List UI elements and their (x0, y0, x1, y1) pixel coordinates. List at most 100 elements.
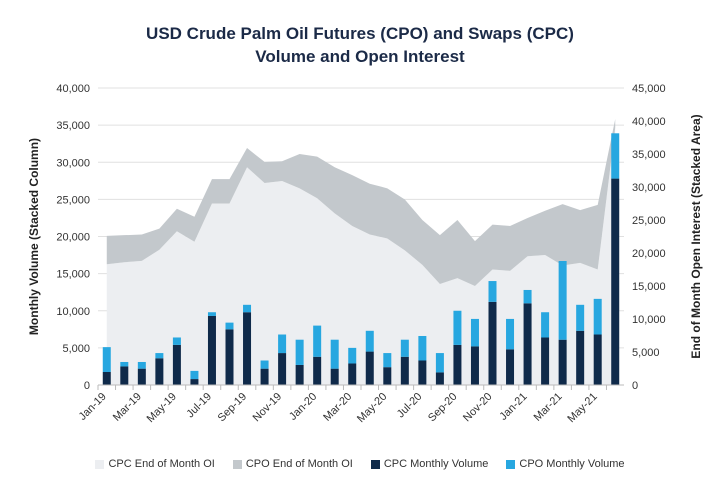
bar-cpo-volume (383, 353, 392, 368)
bar-cpo-volume (611, 133, 620, 179)
legend: CPC End of Month OI CPO End of Month OI CP… (0, 458, 720, 470)
bar-cpc-volume (523, 303, 532, 385)
x-tick-label: Mar-21 (532, 391, 565, 424)
legend-swatch (232, 459, 242, 469)
bar-cpc-volume (435, 372, 444, 385)
bar-cpo-volume (593, 298, 602, 335)
y-tick-label: 40,000 (56, 83, 90, 95)
bar-cpo-volume (155, 353, 164, 359)
bar-cpo-volume (260, 360, 269, 369)
bar-cpo-volume (488, 281, 497, 302)
bar-cpc-volume (102, 372, 111, 385)
x-tick-label: Sep-19 (216, 391, 250, 425)
legend-label: CPO Monthly Volume (519, 458, 625, 470)
y-tick-label: 10,000 (56, 306, 90, 318)
bar-cpo-volume (418, 335, 427, 361)
bar-cpo-volume (120, 361, 129, 367)
bar-cpc-volume (155, 358, 164, 385)
bar-cpc-volume (330, 368, 339, 385)
y2-axis-label: End of Month Open Interest (Stacked Area… (689, 114, 703, 358)
bar-cpc-volume (243, 312, 252, 385)
bar-cpc-volume (207, 315, 216, 385)
bar-cpc-volume (383, 367, 392, 385)
y-tick-label: 5,000 (62, 343, 90, 355)
bar-cpc-volume (400, 356, 409, 385)
x-tick-label: Jan-21 (497, 391, 529, 423)
y2-tick-label: 30,000 (632, 182, 666, 194)
area-cpo-oi (106, 119, 616, 287)
bar-cpo-volume (190, 370, 199, 380)
bar-cpo-volume (295, 339, 304, 365)
y-axis-label: Monthly Volume (Stacked Column) (27, 138, 41, 335)
legend-label: CPO End of Month OI (245, 458, 353, 470)
y2-tick-label: 10,000 (632, 314, 666, 326)
x-tick-label: Nov-19 (251, 391, 285, 425)
bar-cpc-volume (313, 356, 322, 385)
y2-tick-label: 5,000 (632, 347, 660, 359)
legend-label: CPC Monthly Volume (383, 458, 489, 470)
bar-cpo-volume (506, 318, 515, 350)
bar-cpo-volume (330, 339, 339, 369)
legend-swatch (506, 459, 516, 469)
y-tick-label: 20,000 (56, 232, 90, 244)
bar-cpc-volume (611, 178, 620, 385)
bar-cpo-volume (137, 361, 146, 369)
bar-cpc-volume (488, 301, 497, 385)
legend-item: CPC End of Month OI (95, 458, 215, 470)
bar-cpc-volume (453, 344, 462, 385)
bar-cpo-volume (348, 347, 357, 364)
bar-cpc-volume (295, 364, 304, 385)
bar-cpc-volume (558, 339, 567, 385)
legend-item: CPC Monthly Volume (370, 458, 489, 470)
bar-cpo-volume (207, 312, 216, 316)
bar-cpc-volume (593, 334, 602, 385)
x-tick-label: May-20 (355, 391, 389, 425)
chart-title: USD Crude Palm Oil Futures (CPO) and Swa… (0, 22, 720, 68)
bar-cpc-volume (278, 353, 287, 385)
legend-item: CPO Monthly Volume (506, 458, 625, 470)
bar-cpo-volume (541, 312, 550, 338)
x-tick-label: Nov-20 (461, 391, 495, 425)
bar-cpo-volume (365, 330, 374, 352)
bar-cpc-volume (348, 363, 357, 385)
bar-cpo-volume (453, 310, 462, 345)
y-tick-label: 25,000 (56, 194, 90, 206)
x-tick-label: Jan-20 (287, 391, 319, 423)
y2-tick-label: 20,000 (632, 248, 666, 260)
legend-item: CPO End of Month OI (232, 458, 353, 470)
y-tick-label: 15,000 (56, 269, 90, 281)
bar-cpo-volume (523, 289, 532, 304)
x-tick-label: Jul-20 (395, 391, 425, 421)
x-tick-label: May-21 (565, 391, 599, 425)
bar-cpc-volume (190, 379, 199, 385)
x-tick-label: Mar-20 (321, 391, 354, 424)
bar-cpc-volume (365, 351, 374, 385)
area-cpc-oi (106, 127, 616, 385)
y-tick-label: 35,000 (56, 120, 90, 132)
bar-cpc-volume (576, 330, 585, 385)
bar-cpo-volume (225, 322, 234, 330)
bar-cpc-volume (260, 368, 269, 385)
y2-tick-label: 40,000 (632, 116, 666, 128)
y-tick-label: 0 (84, 380, 90, 392)
bar-cpc-volume (470, 346, 479, 385)
bar-cpc-volume (225, 329, 234, 385)
bar-cpc-volume (418, 360, 427, 385)
x-tick-label: May-19 (145, 391, 179, 425)
bar-cpo-volume (400, 339, 409, 357)
bar-cpo-volume (313, 325, 322, 357)
y2-tick-label: 25,000 (632, 215, 666, 227)
y2-tick-label: 0 (632, 380, 638, 392)
legend-swatch (95, 459, 105, 469)
bar-cpo-volume (243, 304, 252, 313)
legend-swatch (370, 459, 380, 469)
x-tick-label: Sep-20 (426, 391, 460, 425)
y-tick-label: 30,000 (56, 157, 90, 169)
bar-cpo-volume (576, 304, 585, 331)
bar-cpc-volume (506, 349, 515, 385)
x-tick-label: Mar-19 (111, 391, 144, 424)
bar-cpc-volume (137, 368, 146, 385)
bar-cpo-volume (470, 318, 479, 347)
